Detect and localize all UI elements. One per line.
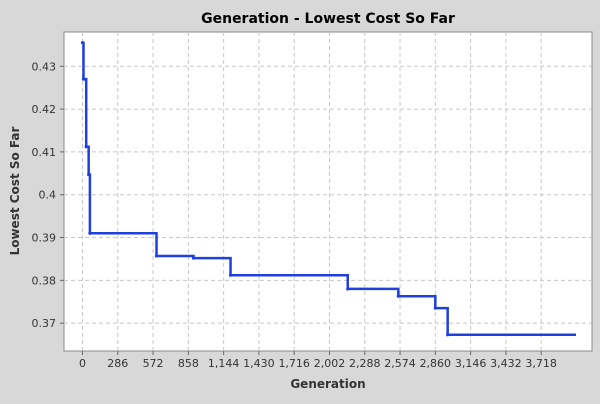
data-point <box>84 145 88 149</box>
data-point <box>228 273 233 277</box>
x-tick-label: 2,002 <box>314 357 346 370</box>
x-tick-label: 572 <box>143 357 164 370</box>
data-point <box>191 256 196 260</box>
y-tick-label: 0.42 <box>32 103 57 116</box>
y-tick-label: 0.41 <box>32 146 57 159</box>
x-axis-label: Generation <box>290 377 365 391</box>
y-tick-label: 0.38 <box>32 274 57 287</box>
x-tick-label: 1,716 <box>278 357 310 370</box>
chart-title: Generation - Lowest Cost So Far <box>201 11 455 27</box>
series-layer <box>80 41 576 337</box>
x-tick-label: 2,574 <box>384 357 416 370</box>
data-point <box>396 294 400 298</box>
data-point <box>87 172 91 177</box>
x-tick-label: 0 <box>79 357 86 370</box>
x-tick-label: 3,718 <box>525 357 557 370</box>
data-point <box>446 333 450 337</box>
x-tick-label: 3,146 <box>455 357 487 370</box>
grid-layer <box>64 32 592 351</box>
y-tick-label: 0.4 <box>39 189 57 202</box>
x-tick-label: 286 <box>107 357 128 370</box>
x-tick-label: 1,430 <box>243 357 275 370</box>
x-tick-label: 2,860 <box>420 357 452 370</box>
data-point <box>81 77 86 81</box>
axis-layer: 0 286 572 858 1,144 1,430 1,716 2,002 2,288 2,574… <box>32 60 557 370</box>
data-point <box>154 254 159 258</box>
y-axis-label: Lowest Cost So Far <box>8 126 22 255</box>
x-tick-label: 3,432 <box>490 357 522 370</box>
x-tick-label: 2,288 <box>349 357 381 370</box>
y-tick-label: 0.37 <box>32 317 57 330</box>
data-point <box>346 287 350 291</box>
x-tick-label: 1,144 <box>208 357 240 370</box>
y-tick-label: 0.39 <box>32 232 57 245</box>
data-point <box>88 231 92 235</box>
plot-area <box>63 31 593 352</box>
x-tick-label: 858 <box>178 357 199 370</box>
data-point <box>80 41 85 45</box>
data-point <box>433 306 437 310</box>
y-tick-label: 0.43 <box>32 60 57 73</box>
